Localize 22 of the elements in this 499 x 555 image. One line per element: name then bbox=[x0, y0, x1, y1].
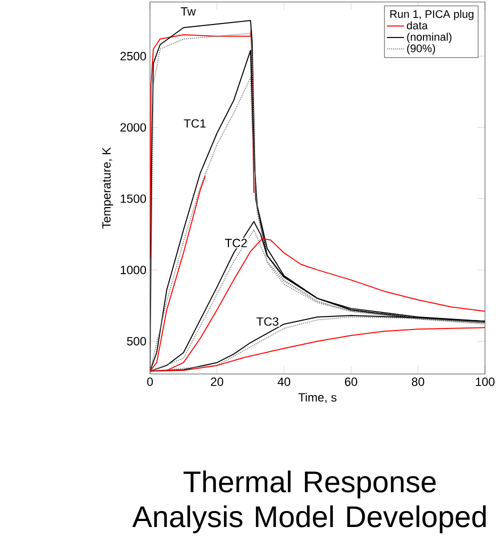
y-tick-label: 2500 bbox=[120, 52, 146, 60]
y-tick-label: 2000 bbox=[120, 123, 146, 132]
x-tick-label: 40 bbox=[278, 378, 290, 386]
text: Thermal Response Analysis Model Developed bbox=[132, 470, 486, 534]
annotation: Tw bbox=[180, 7, 196, 16]
x-tick-label: 60 bbox=[344, 378, 358, 386]
legend-title: Run 1, PICA plug bbox=[390, 10, 474, 20]
y-tick-label: 1500 bbox=[120, 194, 146, 203]
x-tick-label: 0 bbox=[147, 378, 153, 386]
annotation: TC1 bbox=[184, 119, 206, 128]
legend-label: (90%) bbox=[407, 44, 435, 54]
legend-label: data bbox=[406, 21, 428, 30]
x-axis-title: Time, s bbox=[298, 392, 336, 404]
legend-label: (nominal) bbox=[407, 32, 452, 43]
y-tick-label: 500 bbox=[127, 336, 146, 346]
annotation: TC2 bbox=[225, 238, 247, 248]
annotation: TC3 bbox=[256, 317, 278, 326]
x-tick-label: 80 bbox=[412, 378, 424, 386]
y-tick-label: 1000 bbox=[120, 266, 146, 274]
x-tick-label: 100 bbox=[476, 378, 495, 386]
x-tick-label: 20 bbox=[210, 378, 224, 386]
y-axis-title: Temperature, K bbox=[102, 147, 114, 229]
